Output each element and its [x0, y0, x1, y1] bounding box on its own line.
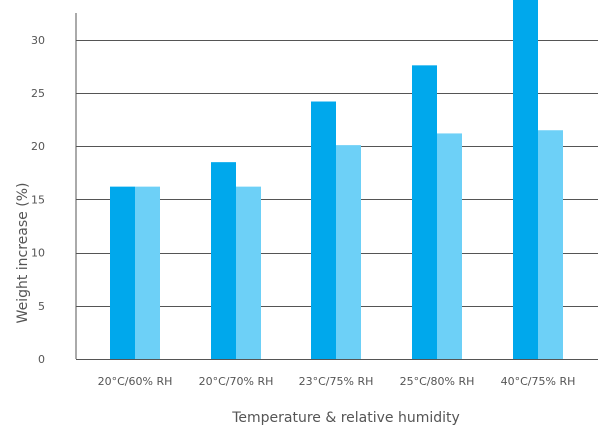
y-tick-label: 25	[31, 87, 45, 100]
bar-2-5	[538, 130, 563, 359]
bar-1-3	[311, 101, 336, 360]
y-axis-label: Weight increase (%)	[15, 183, 31, 324]
y-tick-label: 30	[31, 34, 45, 47]
y-tick-label: 20	[31, 140, 45, 153]
bar-2-4	[437, 133, 462, 359]
y-tick-label: 15	[31, 193, 45, 206]
bar-2-1	[135, 186, 160, 359]
bar-2-2	[236, 186, 261, 359]
bar-1-5	[513, 0, 538, 359]
bar-1-2	[211, 162, 236, 359]
bar-2-3	[336, 145, 361, 359]
x-axis-label: Temperature & relative humidity	[231, 410, 460, 426]
x-tick-labels: 20°C/60% RH 20°C/70% RH 23°C/75% RH 25°C/80…	[98, 375, 576, 388]
x-tick-label: 23°C/75% RH	[299, 375, 374, 388]
x-tick-label: 20°C/70% RH	[199, 375, 274, 388]
x-tick-label: 20°C/60% RH	[98, 375, 173, 388]
bars	[110, 0, 563, 360]
y-tick-labels: 0 5 10 15 20 25 30	[31, 34, 45, 366]
bar-1-1	[110, 186, 135, 359]
y-tick-label: 0	[38, 353, 45, 366]
bar-1-4	[412, 65, 437, 359]
y-tick-label: 5	[38, 300, 45, 313]
x-tick-label: 25°C/80% RH	[400, 375, 475, 388]
y-tick-label: 10	[31, 247, 45, 260]
x-tick-label: 40°C/75% RH	[501, 375, 576, 388]
